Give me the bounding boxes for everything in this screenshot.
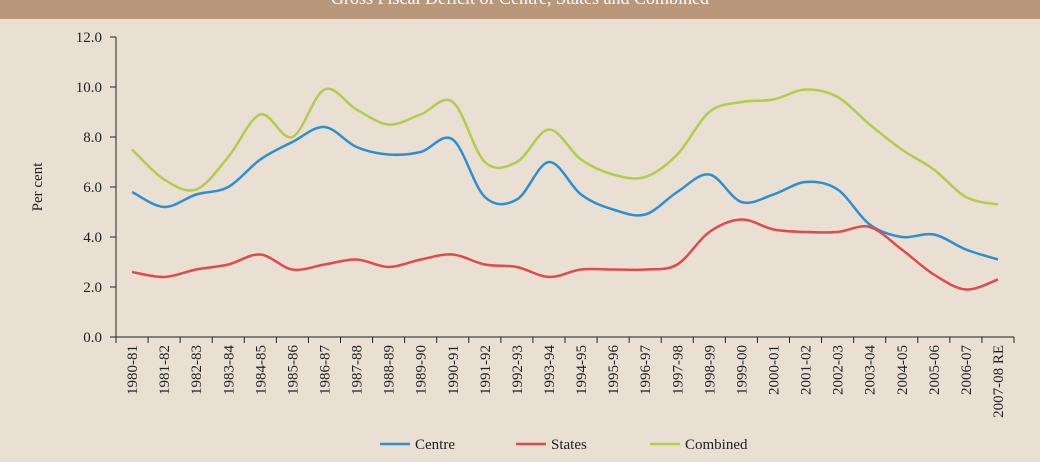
- line-series: [131, 87, 999, 206]
- x-tick-label: 1993-94: [542, 345, 558, 395]
- x-tick-label: 2007-08 RE: [991, 345, 1007, 418]
- x-tick-label: 1988-89: [382, 345, 398, 395]
- x-tick-label: 1989-90: [414, 345, 430, 395]
- x-tick-label: 2004-05: [895, 345, 911, 395]
- x-tick-label: 1991-92: [478, 345, 494, 395]
- chart-title: Gross Fiscal Deficit of Centre, States a…: [331, 0, 709, 8]
- x-tick-label: 1997-98: [670, 345, 686, 395]
- legend-label: States: [551, 437, 587, 453]
- x-tick-label: 1986-87: [317, 345, 333, 395]
- x-tick-label: 2006-07: [959, 345, 975, 395]
- x-tick-label: 1999-00: [734, 345, 750, 395]
- x-tick-label: 1985-86: [285, 345, 301, 395]
- x-tick-label: 1982-83: [189, 345, 205, 395]
- y-tick-label: 8.0: [83, 130, 102, 146]
- x-tick-label: 1996-97: [638, 345, 654, 395]
- x-tick-label: 1981-82: [157, 345, 173, 395]
- x-tick-label: 1984-85: [253, 345, 269, 395]
- x-tick-label: 1994-95: [574, 345, 590, 395]
- x-tick-label: 1987-88: [350, 345, 366, 395]
- x-tick-label: 1983-84: [221, 345, 237, 395]
- y-tick-label: 0.0: [83, 330, 102, 346]
- x-tick-label: 2001-02: [799, 345, 815, 395]
- y-tick-label: 12.0: [76, 30, 102, 46]
- y-tick-label: 2.0: [83, 280, 102, 296]
- legend-label: Centre: [415, 437, 455, 453]
- x-tick-label: 1990-91: [446, 345, 462, 395]
- y-axis-label: Per cent: [30, 162, 46, 212]
- y-tick-label: 4.0: [83, 230, 102, 246]
- line-series: [131, 125, 999, 261]
- line-series: [131, 218, 999, 291]
- y-tick-label: 6.0: [83, 180, 102, 196]
- x-tick-label: 1995-96: [606, 345, 622, 395]
- x-tick-label: 2002-03: [831, 345, 847, 395]
- y-tick-label: 10.0: [76, 80, 102, 96]
- x-tick-label: 2003-04: [863, 345, 879, 395]
- x-tick-label: 1980-81: [125, 345, 141, 395]
- legend-label: Combined: [685, 437, 748, 453]
- x-tick-label: 2005-06: [927, 345, 943, 395]
- x-tick-label: 1998-99: [702, 345, 718, 395]
- title-band: [0, 0, 1040, 19]
- x-tick-label: 2000-01: [766, 345, 782, 395]
- x-tick-label: 1992-93: [510, 345, 526, 395]
